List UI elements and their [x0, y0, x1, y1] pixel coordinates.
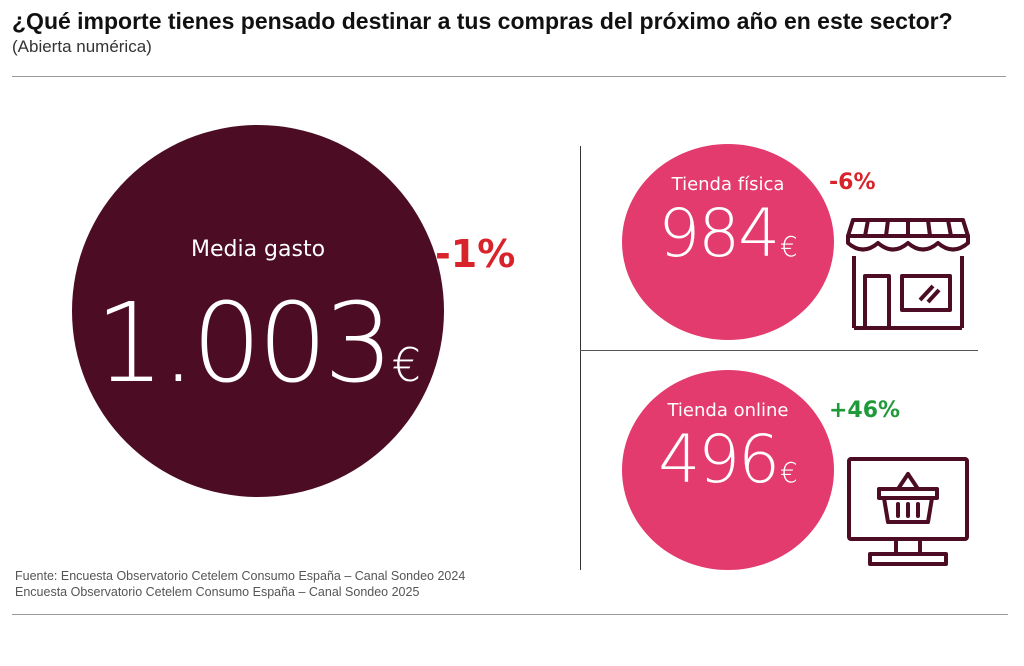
- main-change-percent: -1%: [435, 232, 516, 276]
- top-divider: [12, 76, 1006, 77]
- physical-store-value: 984€: [622, 196, 834, 285]
- online-store-label: Tienda online: [667, 400, 789, 421]
- physical-store-circle: Tienda física 984€: [622, 144, 834, 340]
- main-average-number: 1.003: [94, 279, 394, 407]
- main-currency-symbol: €: [391, 338, 422, 392]
- main-average-value: 1.003€: [72, 283, 444, 425]
- online-store-currency: €: [780, 456, 798, 489]
- chart-subtitle: (Abierta numérica): [12, 37, 152, 56]
- source-line-1: Fuente: Encuesta Observatorio Cetelem Co…: [15, 569, 466, 583]
- online-store-circle: Tienda online 496€: [622, 370, 834, 570]
- online-store-change: +46%: [829, 398, 901, 423]
- main-average-circle: Media gasto 1.003€: [72, 125, 444, 497]
- source-line-2: Encuesta Observatorio Cetelem Consumo Es…: [15, 585, 420, 599]
- physical-store-currency: €: [780, 230, 798, 263]
- monitor-basket-icon: [847, 457, 969, 566]
- physical-store-change: -6%: [829, 170, 876, 195]
- physical-store-label: Tienda física: [671, 174, 785, 195]
- online-store-number: 496: [658, 421, 780, 498]
- source-note: Fuente: Encuesta Observatorio Cetelem Co…: [15, 568, 465, 600]
- physical-store-number: 984: [658, 195, 780, 272]
- vertical-divider: [580, 146, 581, 570]
- storefront-icon: [846, 218, 970, 330]
- online-store-value: 496€: [622, 422, 834, 511]
- chart-title: ¿Qué importe tienes pensado destinar a t…: [12, 8, 953, 34]
- main-average-label: Media gasto: [190, 237, 326, 262]
- channel-divider: [580, 350, 978, 351]
- bottom-divider: [12, 614, 1008, 615]
